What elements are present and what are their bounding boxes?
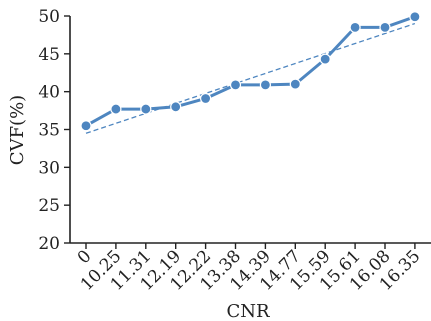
data-point xyxy=(110,103,122,115)
x-ticks: 010.2511.3112.1912.2213.3814.3914.7715.5… xyxy=(74,243,424,295)
data-point xyxy=(140,103,152,115)
series-line xyxy=(85,15,416,128)
x-axis-label: CNR xyxy=(226,301,270,321)
data-point xyxy=(80,120,92,132)
y-tick-label: 30 xyxy=(38,158,60,178)
trendline xyxy=(85,22,416,134)
y-tick-label: 50 xyxy=(38,7,60,27)
y-tick-label: 25 xyxy=(38,196,60,216)
data-point xyxy=(289,78,301,90)
data-points xyxy=(80,11,421,132)
y-axis-label: CVF(%) xyxy=(7,95,28,165)
data-point xyxy=(319,53,331,65)
axes xyxy=(69,16,431,244)
y-tick-label: 40 xyxy=(38,83,60,103)
y-tick-label: 20 xyxy=(38,234,60,254)
y-ticks: 20 25 30 35 40 45 50 xyxy=(38,7,70,254)
y-tick-label: 35 xyxy=(38,121,60,141)
data-point xyxy=(409,11,421,23)
data-point xyxy=(229,79,242,91)
data-point xyxy=(259,79,271,91)
data-point xyxy=(349,21,361,33)
data-point xyxy=(379,21,391,33)
y-tick-label: 45 xyxy=(38,45,60,65)
data-point xyxy=(170,101,182,113)
data-point xyxy=(200,92,212,105)
